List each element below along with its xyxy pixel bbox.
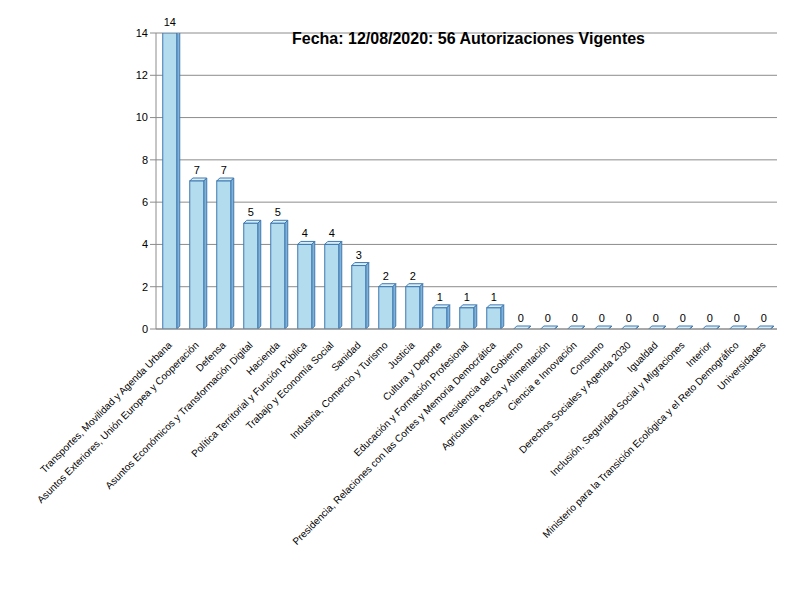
svg-text:0: 0 — [545, 312, 551, 324]
svg-text:0: 0 — [707, 312, 713, 324]
svg-text:Política Territorial y Función: Política Territorial y Función Pública — [189, 339, 309, 459]
svg-text:2: 2 — [410, 270, 416, 282]
svg-text:12: 12 — [136, 69, 148, 81]
html-text:Fecha: 12/08/2020: 56 Autoriza: Fecha: 12/08/2020: 56 Autorizaciones Vig… — [292, 30, 645, 47]
svg-text:Defensa: Defensa — [193, 339, 228, 374]
svg-text:2: 2 — [383, 270, 389, 282]
svg-text:0: 0 — [142, 323, 148, 335]
svg-text:4: 4 — [302, 227, 308, 239]
svg-text:Agricultura, Pesca y Alimentac: Agricultura, Pesca y Alimentación — [439, 339, 552, 453]
svg-text:Interior: Interior — [684, 339, 714, 370]
svg-text:1: 1 — [491, 291, 497, 303]
svg-text:1: 1 — [437, 291, 443, 303]
svg-text:0: 0 — [761, 312, 767, 324]
svg-text:Inclusión, Seguridad Social y: Inclusión, Seguridad Social y Migracione… — [548, 339, 687, 479]
svg-text:Asuntos Exteriores, Unión Euro: Asuntos Exteriores, Unión Europea y Coop… — [34, 339, 201, 506]
svg-text:8: 8 — [142, 154, 148, 166]
svg-text:10: 10 — [136, 111, 148, 123]
svg-text:Sanidad: Sanidad — [329, 339, 363, 374]
svg-text:6: 6 — [142, 196, 148, 208]
svg-text:5: 5 — [275, 206, 281, 218]
svg-text:2: 2 — [142, 281, 148, 293]
svg-text:Universidades: Universidades — [715, 339, 768, 392]
svg-text:Educación y Formación Profesio: Educación y Formación Profesional — [351, 339, 471, 459]
svg-text:Ciencia e Innovación: Ciencia e Innovación — [505, 339, 579, 413]
svg-text:Ministerio para la Transición: Ministerio para la Transición Ecológica … — [540, 339, 741, 540]
svg-text:Transportes, Movilidad y Agend: Transportes, Movilidad y Agenda Urbana — [38, 339, 174, 475]
svg-text:Industria, Comercio y Turismo: Industria, Comercio y Turismo — [288, 339, 390, 441]
svg-text:7: 7 — [221, 164, 227, 176]
svg-text:4: 4 — [142, 238, 148, 250]
svg-text:Presidencia, Relaciones con la: Presidencia, Relaciones con las Cortes y… — [290, 339, 498, 547]
svg-text:0: 0 — [653, 312, 659, 324]
svg-text:0: 0 — [599, 312, 605, 324]
svg-text:0: 0 — [626, 312, 632, 324]
svg-text:Derechos Sociales y Agenda 203: Derechos Sociales y Agenda 2030 — [517, 339, 633, 455]
svg-text:0: 0 — [572, 312, 578, 324]
svg-text:Asuntos Económicos y Transform: Asuntos Económicos y Transformación Digi… — [103, 339, 255, 492]
svg-text:Justicia: Justicia — [385, 339, 417, 371]
svg-text:14: 14 — [136, 27, 148, 39]
svg-text:0: 0 — [680, 312, 686, 324]
svg-text:4: 4 — [329, 227, 335, 239]
svg-text:Igualdad: Igualdad — [624, 339, 660, 375]
svg-text:Presidencia del Gobierno: Presidencia del Gobierno — [437, 339, 525, 427]
svg-text:Cultura y Deporte: Cultura y Deporte — [380, 339, 444, 403]
svg-text:3: 3 — [356, 249, 362, 261]
svg-text:14: 14 — [164, 16, 176, 28]
svg-text:Hacienda: Hacienda — [244, 339, 282, 378]
svg-text:0: 0 — [518, 312, 524, 324]
svg-text:Consumo: Consumo — [567, 339, 606, 378]
svg-text:5: 5 — [248, 206, 254, 218]
svg-text:1: 1 — [464, 291, 470, 303]
svg-text:0: 0 — [734, 312, 740, 324]
svg-text:7: 7 — [194, 164, 200, 176]
svg-text:Trabajo y Economía Social: Trabajo y Economía Social — [244, 339, 336, 431]
